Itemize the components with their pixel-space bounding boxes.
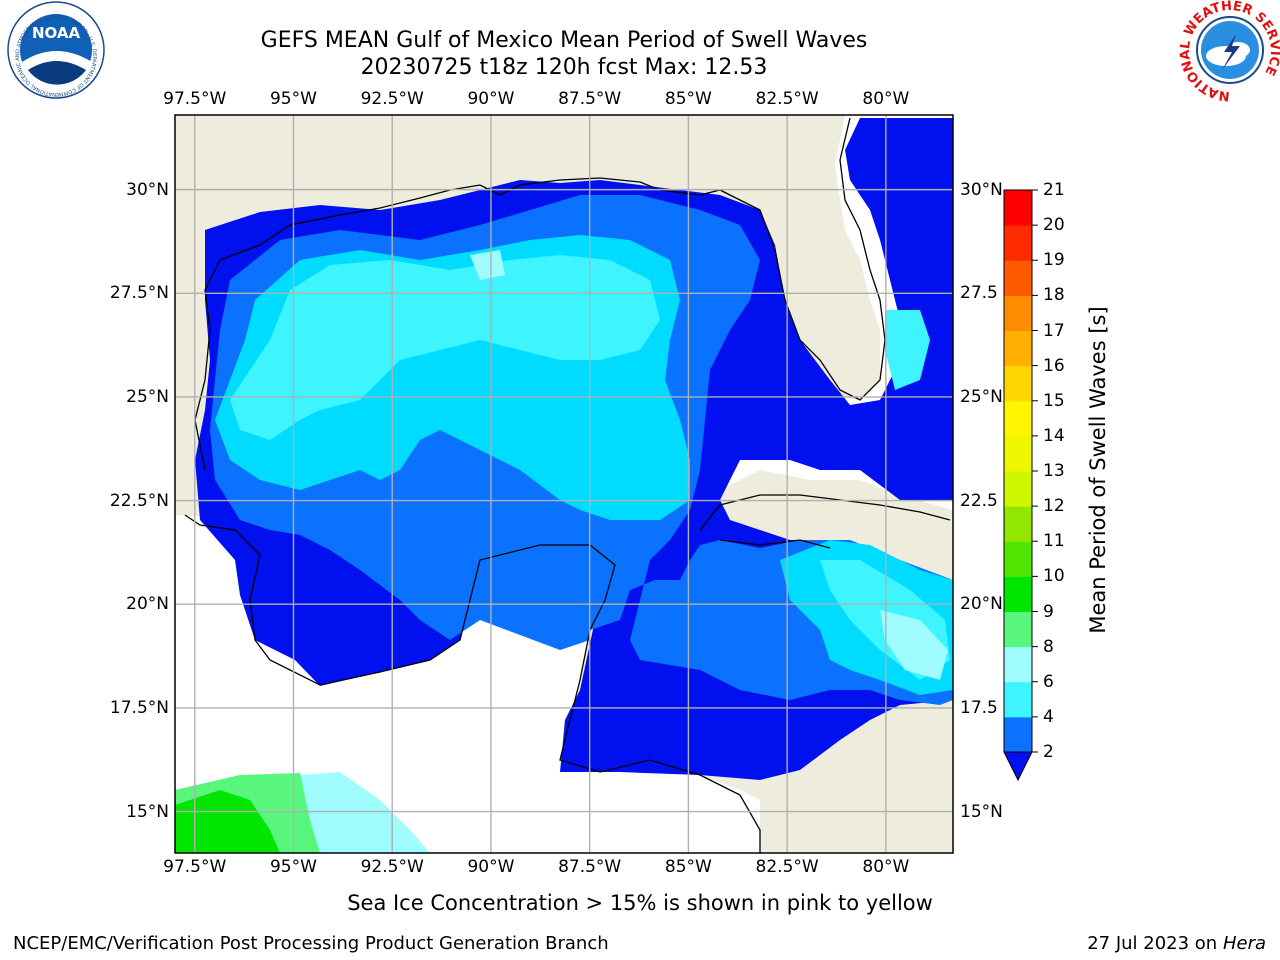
lon-tick-top: 92.5°W bbox=[361, 89, 424, 109]
lat-tick-right: 22.5 bbox=[960, 491, 998, 511]
lon-tick-top: 95°W bbox=[270, 89, 317, 109]
colorbar-tick: 13 bbox=[1043, 461, 1065, 481]
lat-tick-left: 30°N bbox=[126, 180, 169, 200]
footer-host: Hera bbox=[1223, 933, 1266, 954]
colorbar-tick: 18 bbox=[1043, 285, 1065, 305]
colorbar-tick: 2 bbox=[1043, 742, 1054, 762]
colorbar-tick: 4 bbox=[1043, 707, 1054, 727]
lon-tick-bottom: 87.5°W bbox=[558, 857, 621, 877]
lon-tick-bottom: 85°W bbox=[665, 857, 712, 877]
lat-tick-right: 27.5 bbox=[960, 283, 998, 303]
sea-ice-caption: Sea Ice Concentration > 15% is shown in … bbox=[347, 891, 933, 915]
lon-tick-bottom: 82.5°W bbox=[756, 857, 819, 877]
lat-tick-left: 25°N bbox=[126, 387, 169, 407]
footer-credit: NCEP/EMC/Verification Post Processing Pr… bbox=[13, 933, 609, 954]
lat-tick-left: 22.5°N bbox=[110, 491, 169, 511]
colorbar-tick: 16 bbox=[1043, 356, 1065, 376]
lon-tick-top: 87.5°W bbox=[558, 89, 621, 109]
lon-tick-top: 90°W bbox=[467, 89, 514, 109]
lon-tick-top: 80°W bbox=[862, 89, 909, 109]
lon-tick-top: 82.5°W bbox=[756, 89, 819, 109]
lon-tick-bottom: 90°W bbox=[467, 857, 514, 877]
lon-tick-bottom: 80°W bbox=[862, 857, 909, 877]
footer-date: 27 Jul 2023 on Hera bbox=[1087, 933, 1266, 954]
lon-tick-top: 97.5°W bbox=[163, 89, 226, 109]
colorbar-tick: 19 bbox=[1043, 250, 1065, 270]
lat-tick-left: 15°N bbox=[126, 802, 169, 822]
colorbar-tick: 20 bbox=[1043, 215, 1065, 235]
colorbar-tick: 12 bbox=[1043, 496, 1065, 516]
lon-tick-bottom: 92.5°W bbox=[361, 857, 424, 877]
colorbar-tick: 14 bbox=[1043, 426, 1065, 446]
colorbar-tick: 15 bbox=[1043, 391, 1065, 411]
colorbar-tick: 8 bbox=[1043, 637, 1054, 657]
lat-tick-left: 17.5°N bbox=[110, 698, 169, 718]
colorbar-tick: 9 bbox=[1043, 602, 1054, 622]
lat-tick-right: 30°N bbox=[960, 180, 1003, 200]
colorbar-tick: 21 bbox=[1043, 180, 1065, 200]
lon-tick-bottom: 97.5°W bbox=[163, 857, 226, 877]
lat-tick-left: 27.5°N bbox=[110, 283, 169, 303]
colorbar-tick: 10 bbox=[1043, 566, 1065, 586]
lon-tick-top: 85°W bbox=[665, 89, 712, 109]
lat-tick-right: 20°N bbox=[960, 594, 1003, 614]
footer-date-text: 27 Jul 2023 on bbox=[1087, 933, 1223, 954]
lat-tick-right: 25°N bbox=[960, 387, 1003, 407]
lat-tick-right: 15°N bbox=[960, 802, 1003, 822]
colorbar-tick: 11 bbox=[1043, 531, 1065, 551]
colorbar-tick: 17 bbox=[1043, 321, 1065, 341]
lat-tick-left: 20°N bbox=[126, 594, 169, 614]
colorbar-title: Mean Period of Swell Waves [s] bbox=[1086, 306, 1110, 633]
lon-tick-bottom: 95°W bbox=[270, 857, 317, 877]
lat-tick-right: 17.5 bbox=[960, 698, 998, 718]
colorbar-tick: 6 bbox=[1043, 672, 1054, 692]
